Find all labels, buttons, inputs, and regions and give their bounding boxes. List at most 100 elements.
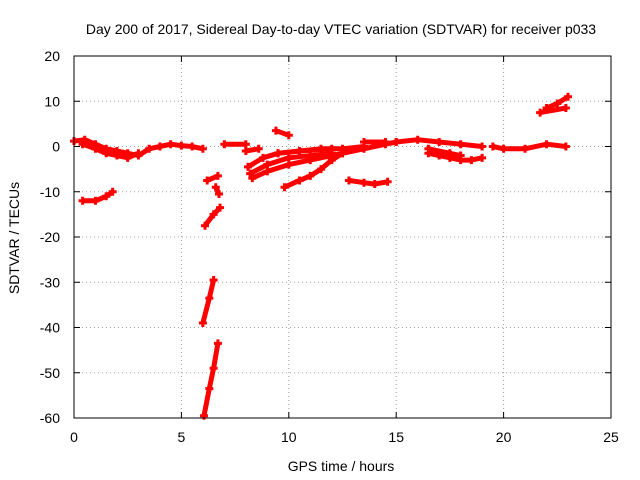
- data-point: [284, 153, 293, 162]
- data-point: [220, 140, 229, 149]
- data-point: [295, 147, 304, 156]
- data-trace: [539, 105, 567, 116]
- x-tick-label: 10: [281, 429, 297, 445]
- data-point: [216, 203, 225, 212]
- data-point: [478, 142, 487, 151]
- data-point: [445, 149, 454, 158]
- data-point: [295, 176, 304, 185]
- data-point: [198, 318, 207, 327]
- data-point: [280, 183, 289, 192]
- data-point: [499, 144, 508, 153]
- x-tick-label: 20: [496, 429, 512, 445]
- data-point: [209, 275, 218, 284]
- data-point: [359, 178, 368, 187]
- data-point: [243, 162, 252, 171]
- data-point: [467, 156, 476, 165]
- data-point: [344, 176, 353, 185]
- data-point: [145, 144, 154, 153]
- data-point: [413, 135, 422, 144]
- data-point: [177, 141, 186, 150]
- y-tick-label: 20: [44, 48, 60, 64]
- data-point: [248, 174, 257, 183]
- data-point: [478, 153, 487, 162]
- data-point: [203, 176, 212, 185]
- data-point: [214, 190, 223, 199]
- data-point: [213, 339, 222, 348]
- y-tick-label: -60: [40, 410, 60, 426]
- data-point: [78, 196, 87, 205]
- tick-labels: 0 5 10 15 20 25 -60 -50 -40 -30 -20 -10 0 10 20: [40, 48, 619, 445]
- data-point: [205, 294, 214, 303]
- data-point: [102, 192, 111, 201]
- x-tick-label: 0: [70, 429, 78, 445]
- data-point: [561, 104, 570, 113]
- chart-title: Day 200 of 2017, Sidereal Day-to-day VTE…: [86, 21, 596, 37]
- data-point: [424, 144, 433, 153]
- data-point: [542, 140, 551, 149]
- data-point: [359, 137, 368, 146]
- data-point: [209, 210, 218, 219]
- data-point: [211, 183, 220, 192]
- data-trace: [348, 177, 389, 187]
- data-point: [381, 137, 390, 146]
- data-point: [263, 160, 272, 169]
- data-point: [564, 92, 573, 101]
- y-tick-label: -20: [40, 229, 60, 245]
- data-point: [259, 153, 268, 162]
- data-point: [536, 108, 545, 117]
- data-point: [274, 149, 283, 158]
- x-tick-label: 25: [603, 429, 619, 445]
- data-point: [284, 131, 293, 140]
- data-point: [201, 221, 210, 230]
- data-point: [254, 144, 263, 153]
- y-tick-label: -10: [40, 184, 60, 200]
- data-point: [155, 142, 164, 151]
- data-point: [134, 149, 143, 158]
- data-point: [456, 140, 465, 149]
- data-point: [112, 151, 121, 160]
- x-tick-label: 15: [388, 429, 404, 445]
- data-point: [91, 196, 100, 205]
- data-point: [383, 177, 392, 186]
- data-point: [271, 126, 280, 135]
- data-point: [284, 160, 293, 169]
- data-point: [542, 104, 551, 113]
- data-point: [241, 147, 250, 156]
- x-tick-label: 5: [178, 429, 186, 445]
- data-point: [456, 151, 465, 160]
- data-point: [241, 140, 250, 149]
- data-point: [306, 171, 315, 180]
- data-point: [213, 171, 222, 180]
- data-point: [263, 167, 272, 176]
- data-point: [553, 99, 562, 108]
- data-point: [521, 144, 530, 153]
- data-trace: [201, 342, 221, 417]
- data-series: [70, 92, 573, 420]
- data-point: [91, 144, 100, 153]
- y-tick-label: 0: [52, 139, 60, 155]
- data-trace: [82, 189, 115, 204]
- y-tick-label: -30: [40, 274, 60, 290]
- grid: [74, 56, 611, 418]
- data-point: [166, 140, 175, 149]
- data-point: [246, 169, 255, 178]
- data-point: [392, 137, 401, 146]
- data-point: [198, 144, 207, 153]
- data-point: [78, 140, 87, 149]
- data-point: [488, 142, 497, 151]
- data-point: [188, 142, 197, 151]
- data-point: [108, 187, 117, 196]
- data-point: [209, 364, 218, 373]
- y-axis-label: SDTVAR / TECUs: [6, 182, 22, 294]
- y-tick-label: 10: [44, 93, 60, 109]
- data-point: [370, 180, 379, 189]
- data-point: [123, 153, 132, 162]
- data-point: [317, 144, 326, 153]
- data-point: [102, 149, 111, 158]
- y-tick-label: -50: [40, 365, 60, 381]
- data-point: [306, 156, 315, 165]
- data-point: [317, 165, 326, 174]
- data-point: [327, 156, 336, 165]
- axes: [73, 55, 612, 419]
